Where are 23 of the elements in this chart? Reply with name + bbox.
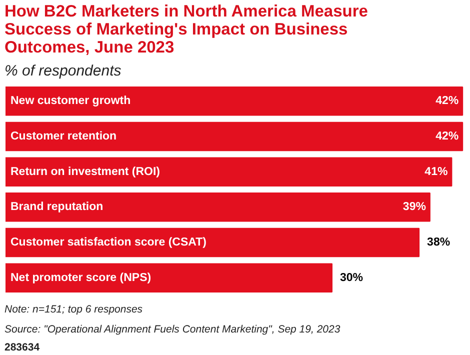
- chart-subtitle: % of respondents: [4, 62, 122, 80]
- chart-title: How B2C Marketers in North America Measure Success of Marketing's Impact on Business Outcomes, June 2023: [4, 2, 368, 56]
- bar: [6, 228, 420, 258]
- y-tick-label: Customer retention: [10, 130, 117, 142]
- text: Note: n=151; top 6 responses: [4, 304, 144, 316]
- y-tick-label: Net promoter score (NPS): [10, 272, 152, 284]
- bar: [6, 263, 332, 292]
- data-label: 39%: [402, 201, 426, 214]
- bar: [6, 122, 464, 152]
- bar: [6, 157, 452, 186]
- data-label: 38%: [427, 236, 450, 248]
- bar: [6, 86, 464, 116]
- y-tick-label: Brand reputation: [10, 201, 104, 214]
- text: 283634: [4, 342, 40, 354]
- data-label: 30%: [340, 272, 364, 284]
- source-note: Source: "Operational Alignment Fuels Content Marketing", Sep 19, 2023: [4, 324, 340, 336]
- data-label: 41%: [424, 166, 448, 178]
- data-label: 42%: [436, 95, 459, 108]
- y-tick-label: Customer satisfaction score (CSAT): [10, 236, 207, 248]
- data-label: 42%: [436, 130, 459, 142]
- y-tick-label: New customer growth: [10, 95, 131, 108]
- y-tick-label: Return on investment (ROI): [10, 166, 160, 178]
- bar: [6, 192, 430, 222]
